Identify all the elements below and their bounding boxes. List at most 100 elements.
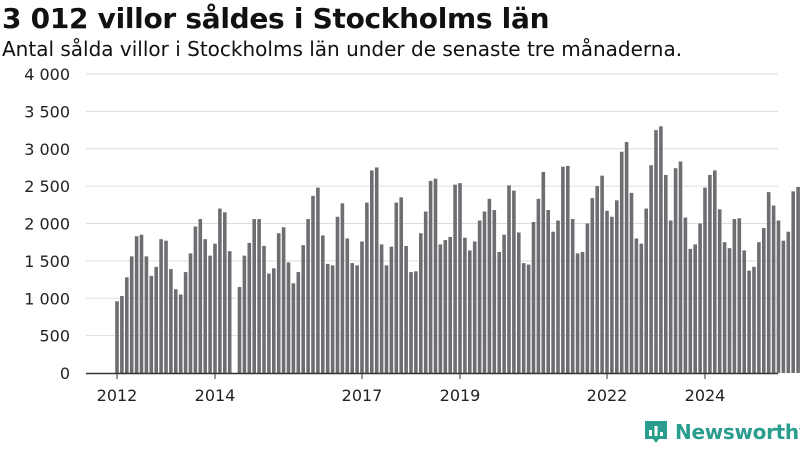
bar xyxy=(566,165,570,373)
y-tick-label: 500 xyxy=(39,327,70,346)
bar xyxy=(541,171,546,373)
bar xyxy=(428,180,433,373)
bar xyxy=(624,142,629,373)
bar xyxy=(159,239,163,373)
bar xyxy=(379,244,384,373)
bar xyxy=(276,233,281,373)
newsworthy-logo: Newsworthy xyxy=(643,419,800,445)
bar xyxy=(585,223,590,373)
bar xyxy=(570,219,575,373)
bar xyxy=(129,256,134,373)
bar xyxy=(487,198,492,373)
bar xyxy=(164,240,168,373)
x-tick-label: 2012 xyxy=(97,386,138,405)
bar xyxy=(365,202,369,373)
bar xyxy=(634,238,639,373)
bar xyxy=(575,253,580,373)
bar xyxy=(786,231,791,373)
bar xyxy=(796,186,800,373)
bar xyxy=(384,265,389,373)
bar xyxy=(492,210,497,373)
bar xyxy=(423,211,428,373)
bar xyxy=(193,226,198,373)
bar xyxy=(419,233,423,373)
bar xyxy=(325,263,330,373)
chart-title: 3 012 villor såldes i Stockholms län xyxy=(2,2,550,35)
bar xyxy=(688,248,693,373)
bar xyxy=(752,266,756,373)
bar xyxy=(776,220,781,373)
bar xyxy=(502,234,506,373)
bar xyxy=(316,187,320,373)
bar xyxy=(134,236,139,373)
bar xyxy=(321,235,325,373)
bar xyxy=(178,294,183,373)
bar xyxy=(698,223,702,373)
bar xyxy=(389,246,394,373)
bar xyxy=(144,256,149,373)
bar xyxy=(708,174,712,373)
bar xyxy=(703,187,707,373)
bar xyxy=(615,200,619,373)
bar xyxy=(512,190,516,373)
bar xyxy=(154,266,158,373)
bar xyxy=(370,170,374,373)
bar-chart-logo-icon xyxy=(645,421,667,443)
bar xyxy=(374,167,379,373)
bar xyxy=(649,165,653,373)
bar xyxy=(198,219,203,373)
bar xyxy=(762,227,766,373)
x-tick-label: 2024 xyxy=(685,386,726,405)
bar xyxy=(443,239,448,373)
bar xyxy=(188,253,193,373)
bar xyxy=(531,222,536,373)
bar xyxy=(472,241,477,373)
bar xyxy=(257,219,261,373)
bar xyxy=(595,186,599,373)
bar xyxy=(757,242,761,373)
bar xyxy=(654,130,658,373)
bar xyxy=(766,192,771,373)
bar xyxy=(340,203,345,373)
chart-subtitle: Antal sålda villor i Stockholms län unde… xyxy=(2,37,683,61)
bar xyxy=(458,183,462,373)
y-tick-label: 1 500 xyxy=(24,252,70,271)
bar xyxy=(355,265,359,373)
bar xyxy=(335,216,340,373)
bar xyxy=(536,198,541,373)
y-tick-label: 0 xyxy=(60,364,70,383)
bar xyxy=(125,277,129,373)
bar xyxy=(727,248,732,373)
bar xyxy=(683,217,688,373)
bar xyxy=(668,220,673,373)
x-tick-label: 2019 xyxy=(440,386,481,405)
bar xyxy=(722,242,727,373)
y-tick-label: 3 500 xyxy=(24,102,70,121)
bar xyxy=(311,195,315,373)
bar xyxy=(629,192,634,373)
bar xyxy=(610,216,614,373)
bar xyxy=(526,264,531,373)
bar xyxy=(213,243,217,373)
bar xyxy=(732,219,737,373)
x-tick-label: 2014 xyxy=(195,386,236,405)
bar xyxy=(267,273,271,373)
bar xyxy=(296,272,301,373)
bar xyxy=(781,240,786,373)
bar xyxy=(350,263,354,373)
bar xyxy=(394,202,399,373)
y-tick-label: 3 000 xyxy=(24,140,70,159)
bar xyxy=(115,301,119,373)
bar xyxy=(546,210,550,373)
bar xyxy=(414,271,418,373)
bar xyxy=(551,231,555,373)
bar xyxy=(639,243,644,373)
bar xyxy=(404,245,408,373)
bar xyxy=(678,161,683,373)
bar xyxy=(208,255,212,373)
bar xyxy=(301,245,305,373)
bar xyxy=(448,236,452,373)
y-tick-label: 1 000 xyxy=(24,289,70,308)
bar xyxy=(463,237,467,373)
